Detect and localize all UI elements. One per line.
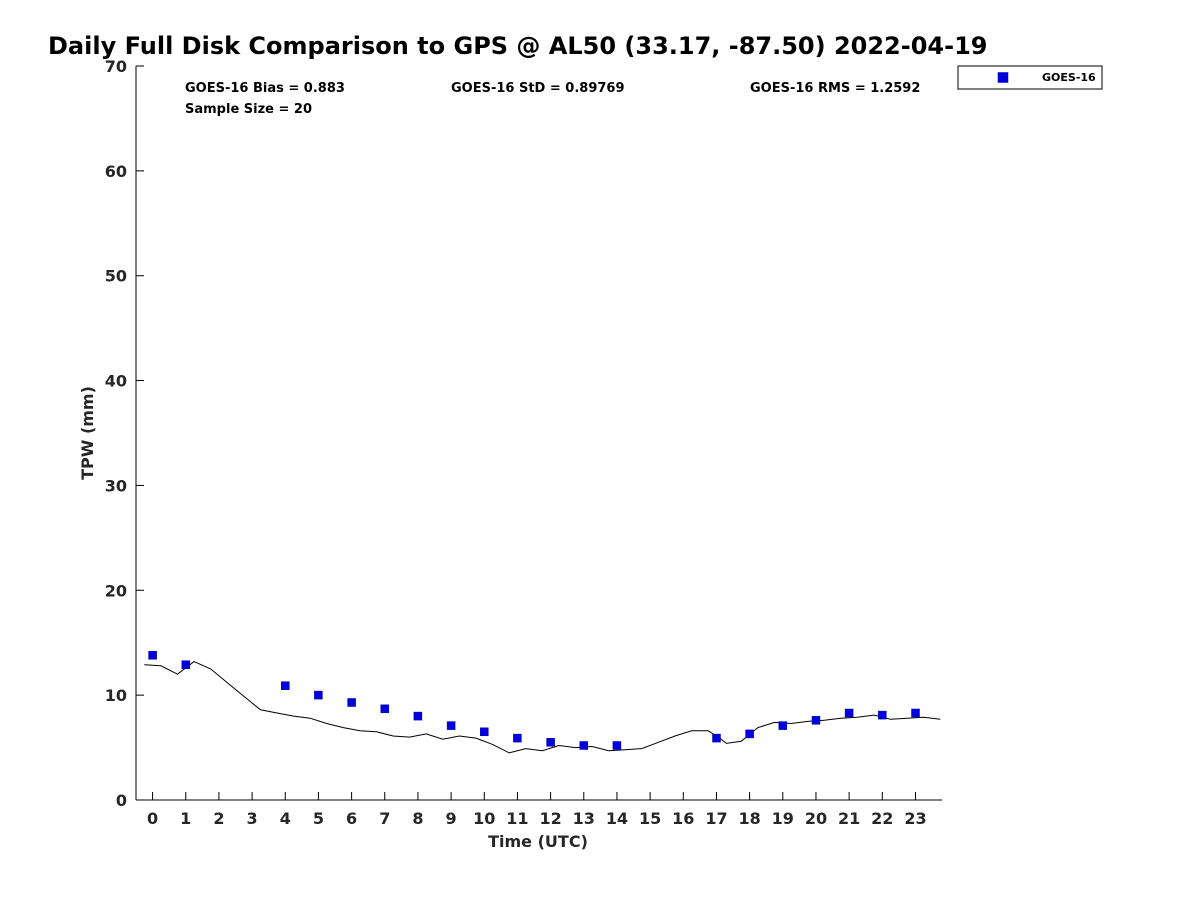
y-tick-label: 40 — [105, 372, 127, 391]
stat-rms: GOES-16 RMS = 1.2592 — [750, 81, 920, 96]
x-tick-label: 4 — [280, 809, 291, 828]
goes16-point — [314, 690, 323, 700]
stat-std: GOES-16 StD = 0.89769 — [451, 81, 625, 96]
y-tick-label: 70 — [105, 57, 127, 76]
x-tick-label: 16 — [672, 809, 694, 828]
goes16-point — [811, 716, 821, 725]
stat-bias: GOES-16 Bias = 0.883 — [185, 81, 345, 96]
x-tick-label: 15 — [639, 809, 661, 828]
x-tick-label: 5 — [313, 809, 324, 828]
legend-box — [957, 65, 1103, 90]
legend-marker — [997, 72, 1009, 83]
goes16-point — [281, 681, 290, 690]
goes16-point — [911, 708, 920, 718]
x-tick-label: 13 — [573, 809, 595, 828]
x-tick-label: 12 — [539, 809, 561, 828]
stat-sample-size: Sample Size = 20 — [185, 102, 312, 117]
goes16-point — [413, 711, 423, 721]
x-axis-label: Time (UTC) — [488, 832, 588, 851]
x-tick-label: 10 — [473, 809, 495, 828]
goes16-point — [612, 741, 622, 750]
axes — [135, 66, 942, 801]
x-tick-label: 1 — [180, 809, 191, 828]
x-ticks: 0 1 2 3 4 5 6 7 8 9 10 11 12 13 14 15 16 17 18 19 20 21 22 23 — [147, 792, 927, 828]
x-tick-label: 8 — [412, 809, 423, 828]
x-tick-label: 7 — [379, 809, 390, 828]
legend-label: GOES-16 — [1042, 71, 1096, 84]
goes16-point — [844, 708, 854, 718]
x-tick-label: 3 — [247, 809, 258, 828]
series-points — [148, 651, 920, 750]
goes16-point — [148, 651, 157, 660]
x-tick-label: 6 — [346, 809, 357, 828]
x-tick-label: 18 — [738, 809, 760, 828]
goes16-point — [546, 738, 555, 747]
goes16-point — [513, 733, 522, 743]
legend: GOES-16 — [957, 65, 1103, 90]
x-tick-label: 0 — [147, 809, 158, 828]
x-tick-label: 20 — [805, 809, 827, 828]
chart-title: Daily Full Disk Comparison to GPS @ AL50… — [48, 32, 987, 60]
y-tick-label: 30 — [105, 476, 127, 495]
goes16-point — [878, 710, 887, 720]
y-tick-label: 60 — [105, 162, 127, 181]
goes16-point — [745, 729, 754, 739]
goes16-point — [778, 721, 788, 730]
x-tick-label: 22 — [871, 809, 893, 828]
y-axis-label: TPW (mm) — [78, 386, 97, 480]
y-tick-label: 20 — [105, 581, 127, 600]
y-tick-label: 50 — [105, 267, 127, 286]
goes16-point — [712, 733, 721, 743]
reference-line — [144, 661, 941, 754]
goes16-point — [579, 741, 589, 750]
y-tick-label: 10 — [105, 686, 127, 705]
x-tick-label: 9 — [446, 809, 457, 828]
y-tick-label: 0 — [116, 791, 127, 810]
goes16-point — [446, 721, 456, 730]
x-tick-label: 17 — [705, 809, 727, 828]
goes16-point — [181, 660, 191, 669]
y-ticks: 0 10 20 30 40 50 60 70 — [105, 57, 144, 810]
goes16-point — [380, 704, 390, 714]
x-tick-label: 23 — [904, 809, 926, 828]
series-line — [144, 661, 941, 754]
goes16-point — [347, 698, 356, 707]
x-tick-label: 11 — [506, 809, 528, 828]
x-tick-label: 2 — [213, 809, 224, 828]
x-tick-label: 21 — [838, 809, 860, 828]
x-tick-label: 19 — [772, 809, 794, 828]
x-tick-label: 14 — [606, 809, 628, 828]
goes16-point — [480, 727, 489, 737]
